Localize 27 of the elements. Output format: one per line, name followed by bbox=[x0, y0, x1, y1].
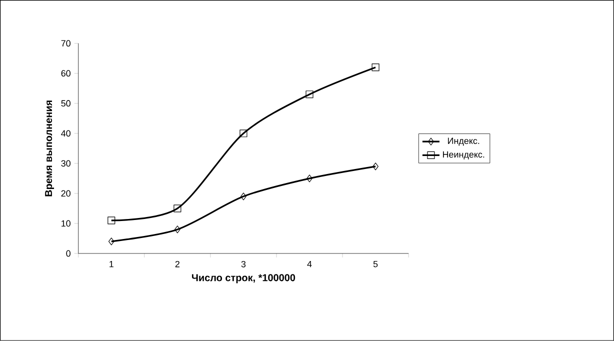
point bbox=[372, 162, 378, 170]
y-tick-label: 40 bbox=[61, 130, 70, 137]
point bbox=[372, 64, 380, 72]
x-tick-label: 1 bbox=[110, 261, 114, 268]
y-tick-label: 10 bbox=[62, 220, 70, 227]
x-axis-title: Число строк, *100000 bbox=[192, 274, 296, 284]
y-tick-label: 50 bbox=[61, 100, 70, 107]
point bbox=[240, 192, 246, 200]
x-tick-label: 3 bbox=[241, 261, 246, 268]
point bbox=[174, 204, 182, 212]
point bbox=[240, 130, 248, 138]
x-tick-label: 4 bbox=[307, 261, 312, 268]
y-tick-label: 0 bbox=[66, 250, 70, 257]
x-tick-label: 5 bbox=[373, 261, 378, 268]
legend-label: Неиндекс. bbox=[443, 151, 484, 160]
y-tick-label: 30 bbox=[61, 160, 70, 167]
point bbox=[306, 90, 314, 98]
point bbox=[174, 226, 180, 234]
y-tick-label: 60 bbox=[61, 70, 70, 77]
y-axis-title: Время выполнения bbox=[45, 100, 54, 196]
y-tick-label: 20 bbox=[61, 190, 70, 197]
point bbox=[108, 216, 116, 224]
y-tick-label: 70 bbox=[61, 40, 70, 47]
point bbox=[108, 238, 114, 246]
point bbox=[306, 174, 312, 182]
x-tick-label: 2 bbox=[175, 261, 180, 268]
legend-label: Индекс. bbox=[448, 138, 480, 146]
